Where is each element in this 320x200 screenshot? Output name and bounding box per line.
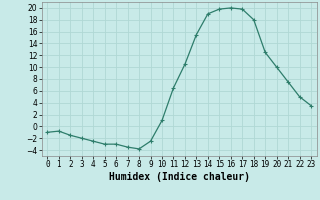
X-axis label: Humidex (Indice chaleur): Humidex (Indice chaleur) [109, 172, 250, 182]
